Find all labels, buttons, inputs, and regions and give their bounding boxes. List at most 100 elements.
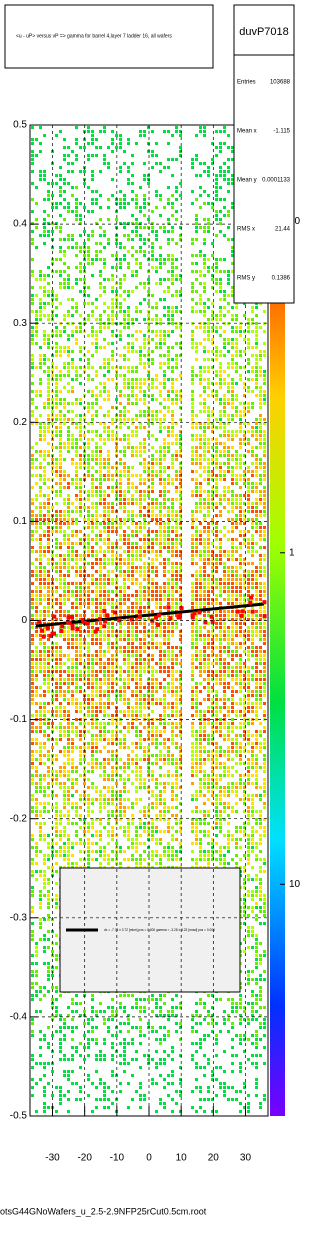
density-cell bbox=[107, 582, 110, 585]
density-cell bbox=[167, 634, 170, 637]
density-cell bbox=[179, 586, 182, 589]
density-cell bbox=[131, 174, 134, 177]
density-cell bbox=[75, 706, 78, 709]
density-cell bbox=[111, 598, 114, 601]
density-cell bbox=[87, 390, 90, 393]
density-cell bbox=[63, 406, 66, 409]
density-cell bbox=[95, 298, 98, 301]
density-cell bbox=[139, 462, 142, 465]
density-cell bbox=[207, 350, 210, 353]
density-cell bbox=[215, 682, 218, 685]
density-cell bbox=[211, 358, 214, 361]
density-cell bbox=[263, 534, 266, 537]
density-cell bbox=[247, 654, 250, 657]
density-cell bbox=[143, 450, 146, 453]
density-cell bbox=[31, 674, 34, 677]
density-cell bbox=[223, 690, 226, 693]
density-cell bbox=[147, 618, 150, 621]
density-cell bbox=[91, 138, 94, 141]
density-cell bbox=[211, 670, 214, 673]
density-cell bbox=[247, 594, 250, 597]
density-cell bbox=[131, 342, 134, 345]
density-cell bbox=[67, 154, 70, 157]
density-cell bbox=[259, 662, 262, 665]
density-cell bbox=[71, 438, 74, 441]
density-cell bbox=[47, 538, 50, 541]
density-cell bbox=[255, 678, 258, 681]
density-cell bbox=[167, 166, 170, 169]
density-cell bbox=[159, 626, 162, 629]
density-cell bbox=[87, 238, 90, 241]
density-cell bbox=[131, 246, 134, 249]
density-cell bbox=[175, 538, 178, 541]
density-cell bbox=[67, 474, 70, 477]
density-cell bbox=[47, 478, 50, 481]
density-cell bbox=[147, 350, 150, 353]
density-cell bbox=[191, 418, 194, 421]
density-cell bbox=[223, 142, 226, 145]
density-cell bbox=[79, 586, 82, 589]
density-cell bbox=[191, 554, 194, 557]
density-cell bbox=[199, 446, 202, 449]
density-cell bbox=[87, 646, 90, 649]
density-cell bbox=[83, 146, 86, 149]
density-cell bbox=[47, 274, 50, 277]
density-cell bbox=[95, 522, 98, 525]
density-cell bbox=[163, 278, 166, 281]
density-cell bbox=[43, 502, 46, 505]
density-cell bbox=[43, 454, 46, 457]
density-cell bbox=[43, 482, 46, 485]
density-cell bbox=[111, 682, 114, 685]
density-cell bbox=[103, 366, 106, 369]
density-cell bbox=[71, 286, 74, 289]
density-cell bbox=[47, 454, 50, 457]
density-cell bbox=[55, 426, 58, 429]
density-cell bbox=[75, 126, 78, 129]
density-cell bbox=[167, 238, 170, 241]
density-cell bbox=[191, 262, 194, 265]
density-cell bbox=[63, 254, 66, 257]
density-cell bbox=[103, 462, 106, 465]
density-cell bbox=[211, 578, 214, 581]
density-cell bbox=[135, 534, 138, 537]
density-cell bbox=[207, 558, 210, 561]
density-cell bbox=[203, 406, 206, 409]
density-cell bbox=[35, 314, 38, 317]
density-cell bbox=[47, 518, 50, 521]
density-cell bbox=[63, 694, 66, 697]
density-cell bbox=[215, 218, 218, 221]
density-cell bbox=[31, 550, 34, 553]
density-cell bbox=[175, 198, 178, 201]
density-cell bbox=[171, 414, 174, 417]
density-cell bbox=[127, 678, 130, 681]
density-cell bbox=[123, 490, 126, 493]
density-cell bbox=[203, 338, 206, 341]
density-cell bbox=[159, 278, 162, 281]
density-cell bbox=[191, 378, 194, 381]
density-cell bbox=[107, 646, 110, 649]
density-cell bbox=[151, 686, 154, 689]
density-cell bbox=[75, 242, 78, 245]
density-cell bbox=[99, 570, 102, 573]
density-cell bbox=[39, 618, 42, 621]
density-cell bbox=[75, 494, 78, 497]
density-cell bbox=[99, 490, 102, 493]
density-cell bbox=[263, 354, 266, 357]
density-cell bbox=[59, 286, 62, 289]
density-cell bbox=[119, 366, 122, 369]
density-cell bbox=[167, 598, 170, 601]
density-cell bbox=[147, 566, 150, 569]
density-cell bbox=[179, 602, 182, 605]
density-cell bbox=[91, 230, 94, 233]
density-cell bbox=[179, 130, 182, 133]
density-cell bbox=[231, 650, 234, 653]
density-cell bbox=[215, 678, 218, 681]
density-cell bbox=[63, 582, 66, 585]
density-cell bbox=[95, 222, 98, 225]
density-cell bbox=[263, 662, 266, 665]
density-cell bbox=[67, 538, 70, 541]
density-cell bbox=[55, 342, 58, 345]
density-cell bbox=[147, 506, 150, 509]
density-cell bbox=[199, 682, 202, 685]
density-cell bbox=[207, 634, 210, 637]
